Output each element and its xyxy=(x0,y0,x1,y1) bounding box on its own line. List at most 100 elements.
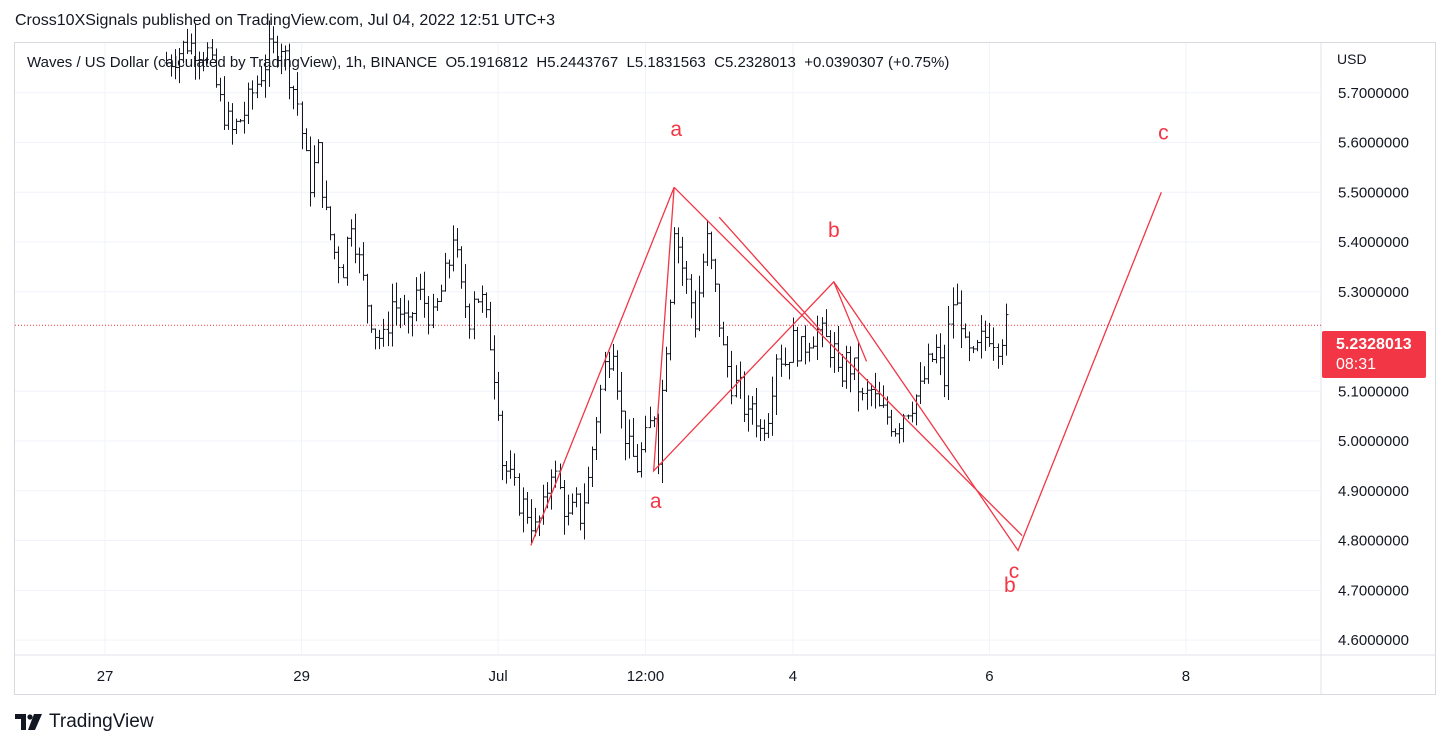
high-value: H5.2443767 xyxy=(536,54,619,71)
ohlc-bar xyxy=(648,406,653,429)
ohlc-bar xyxy=(815,315,820,361)
ohlc-bar xyxy=(267,20,272,87)
ohlc-bar xyxy=(820,317,825,348)
ohlc-bar xyxy=(946,306,951,401)
symbol-title: Waves / US Dollar (calculated by Trading… xyxy=(27,54,438,71)
y-tick-label: 5.0000000 xyxy=(1338,433,1409,450)
ohlc-bar xyxy=(697,275,702,332)
ohlc-bar xyxy=(295,72,300,116)
ohlc-bar xyxy=(222,76,227,130)
y-tick-label: 4.9000000 xyxy=(1338,483,1409,500)
ohlc-bar xyxy=(533,507,538,537)
ohlc-bar xyxy=(390,283,395,347)
ohlc-bar xyxy=(701,253,706,298)
ohlc-bar xyxy=(607,351,612,379)
ohlc-bar xyxy=(852,357,857,381)
ohlc-bar xyxy=(779,344,784,377)
ohlc-bar xyxy=(717,283,722,338)
ohlc-bar xyxy=(263,54,268,98)
ohlc-bar xyxy=(787,361,792,380)
ohlc-bar xyxy=(750,396,755,425)
ohlc-bar xyxy=(799,336,804,362)
ohlc-bar xyxy=(770,376,775,436)
wave-line xyxy=(673,186,1023,537)
ohlc-bar xyxy=(398,298,403,329)
ohlc-bar xyxy=(893,428,898,437)
ohlc-bar xyxy=(889,409,894,437)
ohlc-bar xyxy=(472,291,477,340)
ohlc-bar xyxy=(746,395,751,432)
ohlc-bar xyxy=(259,65,264,87)
ohlc-bar xyxy=(623,410,628,461)
ohlc-bar xyxy=(795,326,800,367)
ohlc-bar xyxy=(463,264,468,319)
ohlc-bar xyxy=(308,136,313,207)
ohlc-bar xyxy=(246,82,251,125)
ohlc-bar xyxy=(210,38,215,60)
ohlc-bar xyxy=(349,219,354,247)
ohlc-bar xyxy=(955,283,960,306)
ohlc-bar xyxy=(455,228,460,258)
ohlc-bar xyxy=(807,342,812,362)
ohlc-bar xyxy=(426,296,431,335)
ohlc-bar xyxy=(639,442,644,478)
ohlc-bar xyxy=(197,51,202,80)
ohlc-bar xyxy=(635,444,640,473)
ohlc-bar xyxy=(860,387,865,401)
currency-label[interactable]: USD xyxy=(1337,51,1367,67)
ohlc-bar xyxy=(611,344,616,371)
ohlc-bar xyxy=(300,101,305,150)
ohlc-bar xyxy=(934,334,939,364)
ohlc-bar xyxy=(517,473,522,516)
ohlc-bar xyxy=(201,51,206,72)
y-tick-label: 5.4000000 xyxy=(1338,234,1409,251)
ohlc-bar xyxy=(369,304,374,333)
ohlc-bar xyxy=(422,271,427,318)
ohlc-bar xyxy=(594,417,599,461)
ohlc-bar xyxy=(291,85,296,110)
ohlc-bar xyxy=(844,345,849,389)
ohlc-bar xyxy=(705,219,710,267)
ohlc-bar xyxy=(877,381,882,407)
ohlc-bar xyxy=(521,487,526,533)
ohlc-bar xyxy=(357,247,362,274)
price-axis: 5.7000000 5.6000000 5.5000000 5.4000000 5.30… xyxy=(1338,85,1409,649)
ohlc-bar xyxy=(906,414,911,420)
ohlc-bar xyxy=(439,284,444,302)
ohlc-bar xyxy=(983,320,988,351)
ohlc-bar xyxy=(394,282,399,326)
ohlc-bar xyxy=(689,274,694,319)
ohlc-bar xyxy=(922,366,927,385)
ohlc-bar xyxy=(991,327,996,361)
symbol-legend[interactable]: Waves / US Dollar (calculated by Trading… xyxy=(27,54,949,71)
ohlc-bar xyxy=(341,264,346,279)
low-value: L5.1831563 xyxy=(626,54,706,71)
ohlc-bar xyxy=(582,483,587,540)
ohlc-bar xyxy=(619,372,624,429)
ohlc-bar xyxy=(205,42,210,64)
x-tick-label: 27 xyxy=(97,668,114,685)
ohlc-bar xyxy=(386,311,391,347)
ohlc-bar xyxy=(975,339,980,352)
ohlc-bar xyxy=(824,309,829,338)
ohlc-bar xyxy=(627,419,632,459)
ohlc-bar xyxy=(238,118,243,123)
ohlc-bar xyxy=(443,252,448,292)
ohlc-bar xyxy=(918,362,923,404)
ohlc-bar xyxy=(214,48,219,88)
ohlc-bar xyxy=(897,423,902,444)
ohlc-bar xyxy=(381,318,386,347)
x-tick-label: 8 xyxy=(1182,668,1190,685)
ohlc-bar xyxy=(766,413,771,439)
ohlc-bar xyxy=(987,322,992,347)
ohlc-bar xyxy=(459,246,464,289)
ohlc-bar xyxy=(660,379,665,484)
ohlc-bar xyxy=(865,379,870,410)
last-price-value: 5.2328013 xyxy=(1336,336,1412,353)
tradingview-footer[interactable]: TradingView xyxy=(15,711,154,733)
ohlc-bar xyxy=(836,325,841,372)
ohlc-bar xyxy=(332,233,337,260)
ohlc-bar xyxy=(967,331,972,362)
